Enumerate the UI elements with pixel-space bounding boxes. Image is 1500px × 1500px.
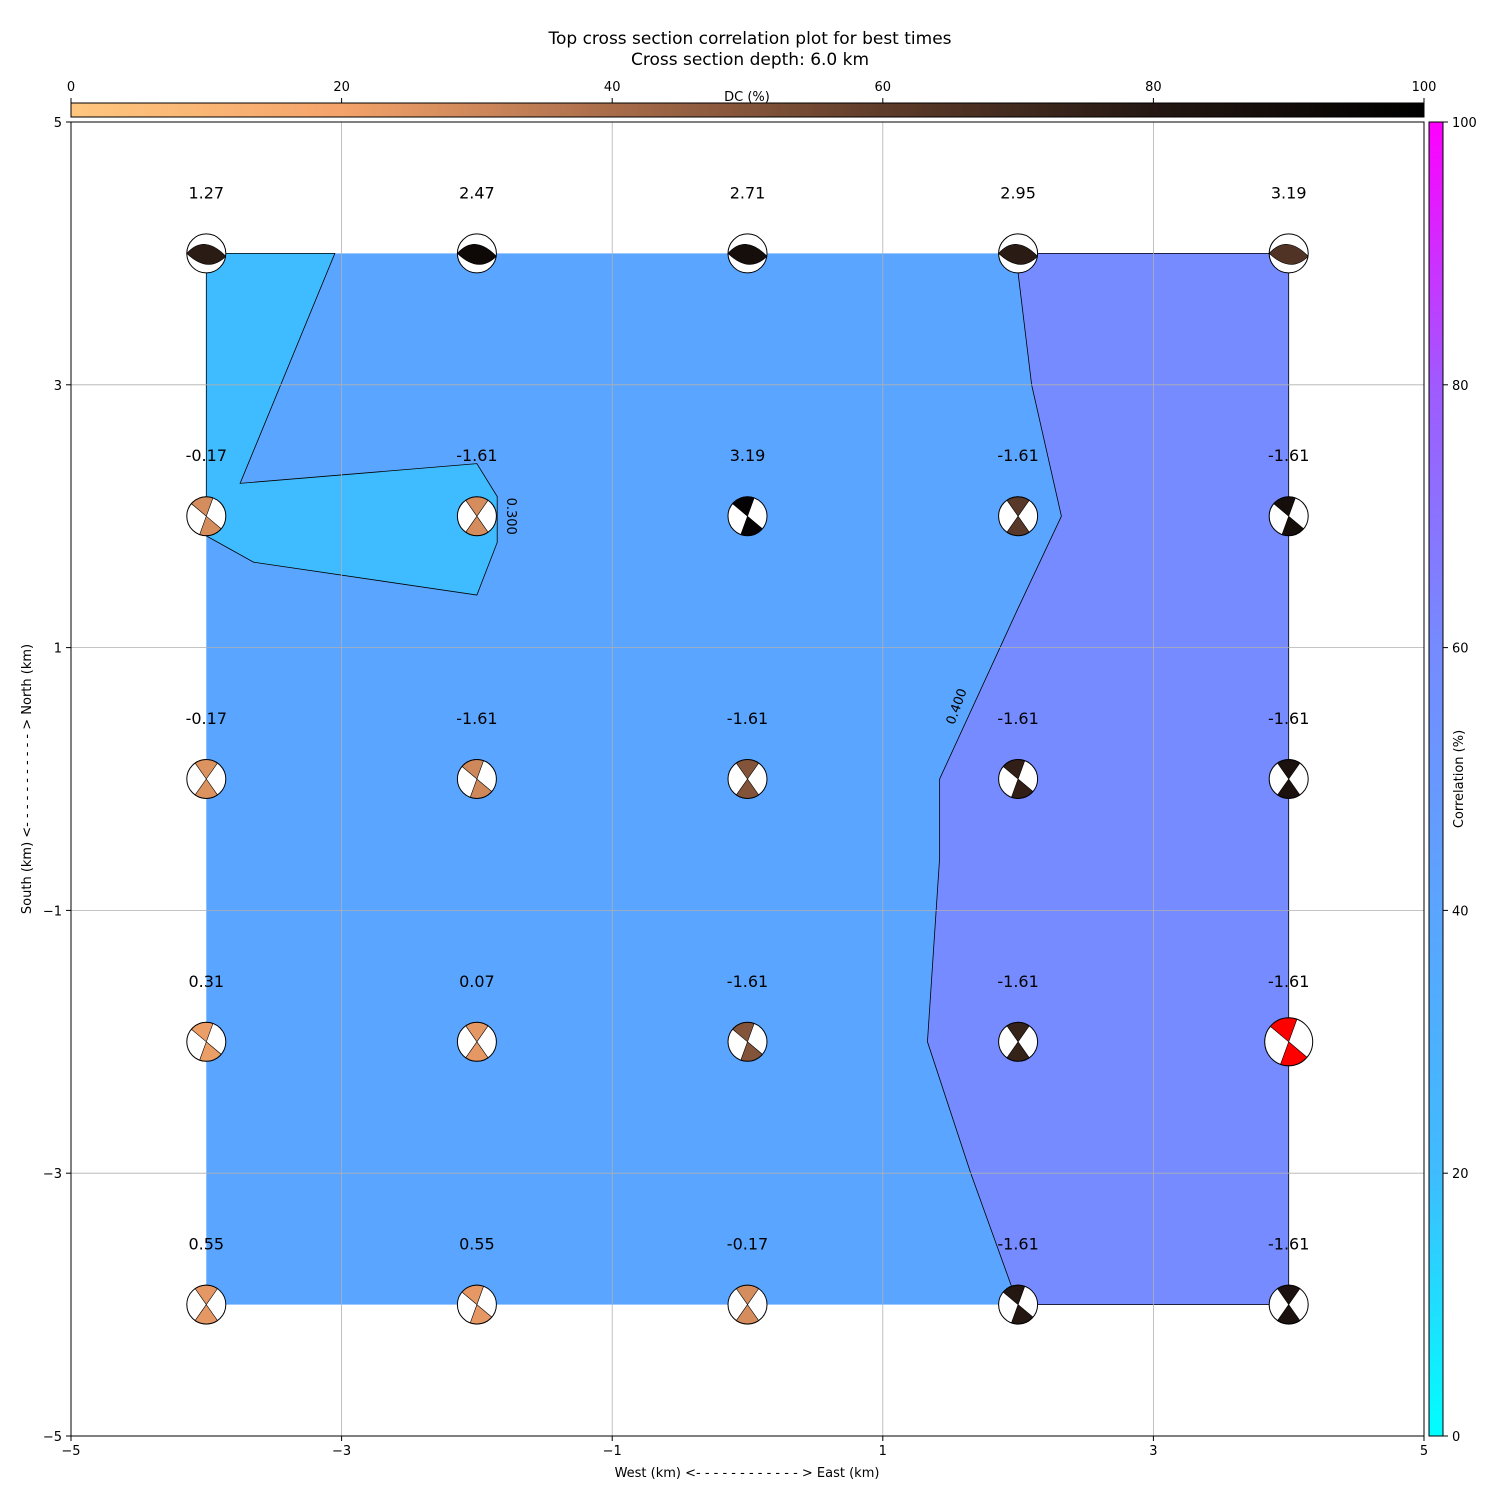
beachball [1264,1017,1314,1067]
chart-title: Top cross section correlation plot for b… [547,29,951,49]
time-label: 2.71 [730,183,766,202]
time-label: 3.19 [730,446,766,465]
correlation-colorbar-tick-label: 0 [1452,1430,1460,1445]
correlation-colorbar-tick-label: 100 [1452,116,1477,131]
beachball [186,759,227,799]
beachball [998,233,1039,274]
beachball [186,233,227,274]
correlation-colorbar-tick-label: 60 [1452,642,1469,657]
time-label: 0.55 [188,1235,224,1254]
beachball [727,1021,768,1062]
dc-colorbar-tick-label: 0 [67,80,75,95]
time-label: -1.61 [727,709,768,728]
y-tick-label: 1 [54,642,62,657]
beachball [1268,233,1309,274]
x-tick-label: −1 [603,1444,622,1459]
beachball [998,496,1039,537]
dc-colorbar-tick-label: 100 [1412,80,1437,95]
contour-label: 0.300 [503,498,518,535]
correlation-colorbar-label: Correlation (%) [1452,730,1467,828]
correlation-colorbar: Correlation (%) 0 20 40 60 80 100 [1428,116,1477,1445]
dc-colorbar: DC (%) 0 20 40 60 80 100 [67,80,1437,118]
beachball [186,496,227,537]
dc-colorbar-label: DC (%) [724,90,770,105]
chart-subtitle: Cross section depth: 6.0 km [631,50,869,70]
x-tick-label: −5 [61,1444,80,1459]
time-label: -0.17 [186,709,227,728]
dc-colorbar-tick-label: 80 [1145,80,1162,95]
beachball [727,759,768,799]
y-tick-label: −5 [43,1430,62,1445]
dc-colorbar-tick-label: 60 [875,80,892,95]
correlation-colorbar-tick-label: 20 [1452,1167,1469,1182]
beachball [456,1284,497,1325]
dc-colorbar-tick-label: 20 [333,80,350,95]
correlation-colorbar-tick-label: 80 [1452,379,1469,394]
beachball [727,496,768,537]
beachball [998,1021,1039,1062]
correlation-region-low [205,252,498,596]
y-axis-label: South (km) <- - - - - - - - - - - > Nort… [20,644,35,914]
time-label: 0.07 [459,972,495,991]
beachball [456,1021,497,1062]
time-label: 0.55 [459,1235,495,1254]
beachball [1268,496,1309,537]
time-label: -1.61 [727,972,768,991]
time-label: -1.61 [456,446,497,465]
time-label: -1.61 [456,709,497,728]
time-label: -1.61 [997,446,1038,465]
time-label: -1.61 [997,1235,1038,1254]
beachball [727,233,768,274]
x-tick-label: 1 [879,1444,887,1459]
x-tick-label: −3 [332,1444,351,1459]
time-label: -1.61 [997,709,1038,728]
time-label: 1.27 [188,183,224,202]
x-axis-label: West (km) <- - - - - - - - - - - - > Eas… [615,1466,880,1481]
correlation-colorbar-bar [1428,121,1444,1437]
beachball [998,1284,1039,1325]
y-tick-label: −3 [43,1167,62,1182]
time-label: 3.19 [1271,183,1307,202]
y-tick-label: 5 [54,116,62,131]
time-label: 0.31 [188,972,224,991]
beachball [727,1284,768,1325]
beachball [456,233,497,274]
time-label: 2.47 [459,183,495,202]
time-label: -1.61 [997,972,1038,991]
time-label: -0.17 [186,446,227,465]
x-tick-label: 3 [1149,1444,1157,1459]
y-tick-label: 3 [54,379,62,394]
time-label: -1.61 [1268,1235,1309,1254]
plot-frame [70,121,1425,1437]
y-tick-label: −1 [43,904,62,919]
beachball [186,1021,227,1062]
beachball [186,1284,227,1325]
time-label: 2.95 [1000,183,1036,202]
beachball [998,759,1039,799]
time-label: -0.17 [727,1235,768,1254]
beachball [456,496,497,537]
x-tick-label: 5 [1420,1444,1428,1459]
beachball [1268,759,1309,799]
beachball [456,759,497,799]
dc-colorbar-tick-label: 40 [604,80,621,95]
time-label: -1.61 [1268,709,1309,728]
beachball [1268,1284,1309,1325]
dc-colorbar-bar [70,102,1425,118]
correlation-colorbar-tick-label: 40 [1452,904,1469,919]
time-label: -1.61 [1268,446,1309,465]
time-label: -1.61 [1268,972,1309,991]
